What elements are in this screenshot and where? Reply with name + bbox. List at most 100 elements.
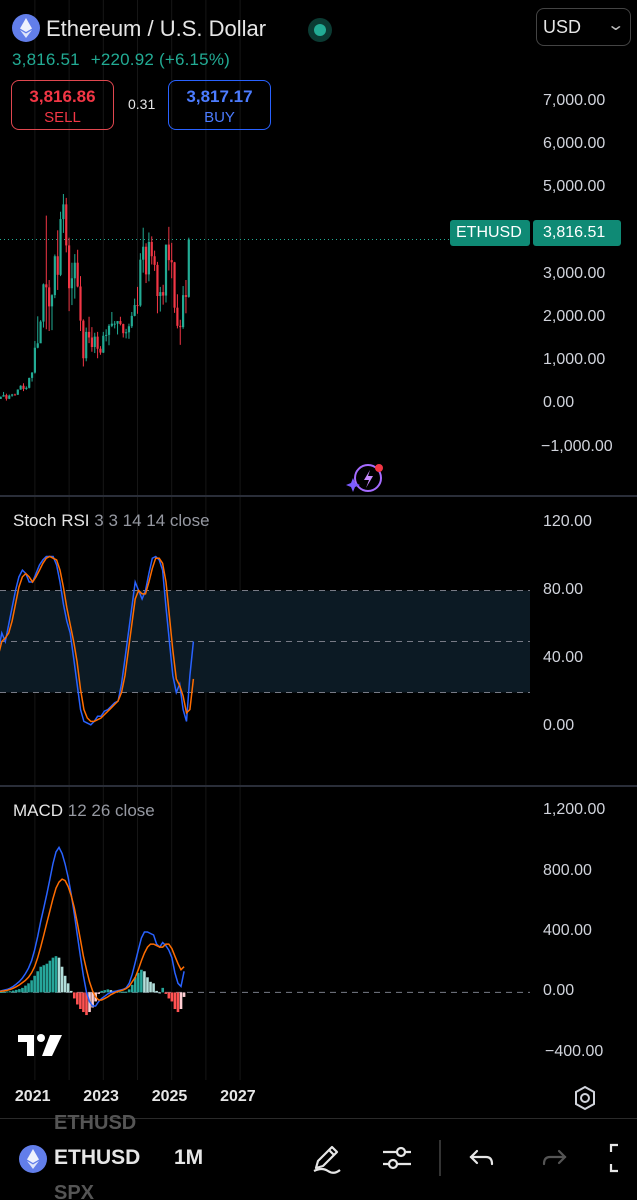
candle: [170, 242, 173, 279]
candle-body: [179, 325, 182, 328]
candle-body: [167, 244, 170, 261]
macd-histogram-bar: [161, 987, 165, 993]
macd-params: 12 26 close: [67, 801, 155, 820]
candle-body: [87, 331, 91, 338]
symbol-title[interactable]: Ethereum / U.S. Dollar: [46, 16, 267, 41]
stoch-rsi-legend[interactable]: Stoch RSI 3 3 14 14 close: [13, 511, 210, 531]
settings-gear-icon[interactable]: [571, 1084, 599, 1112]
macd-histogram-bar: [69, 990, 73, 993]
undo-icon[interactable]: [464, 1140, 500, 1176]
candle-body: [107, 325, 111, 335]
candle-body: [116, 321, 119, 324]
candle: [85, 327, 88, 362]
macd-tick-label: 0.00: [543, 982, 575, 1000]
candle-body: [187, 239, 190, 297]
tradingview-logo-icon[interactable]: [16, 1030, 66, 1060]
macd-histogram-bar: [82, 992, 85, 1013]
candle: [130, 311, 133, 328]
candle: [45, 215, 48, 330]
drawing-pencil-icon[interactable]: [308, 1140, 344, 1176]
candle-body: [53, 256, 56, 296]
candle-body: [184, 295, 188, 297]
spread-value: 0.31: [128, 96, 156, 112]
candle-body: [164, 244, 168, 296]
currency-select[interactable]: USD ⌄: [536, 8, 631, 46]
macd-tick-label: −400.00: [545, 1042, 604, 1060]
price-tick-label: 5,000.00: [543, 178, 606, 196]
macd-histogram-bar: [176, 992, 180, 1013]
candle: [25, 386, 28, 390]
symbol-selector[interactable]: ETHUSD: [54, 1146, 141, 1169]
macd-histogram-bar: [0, 991, 3, 993]
macd-legend[interactable]: MACD 12 26 close: [13, 801, 155, 821]
fullscreen-icon[interactable]: [604, 1140, 637, 1176]
stoch-d-line: [0, 555, 195, 723]
macd-name: MACD: [13, 801, 64, 820]
candle: [102, 331, 105, 354]
candle: [119, 316, 122, 326]
candle: [156, 261, 159, 314]
macd-histogram-bar: [100, 990, 104, 993]
candle: [150, 236, 153, 265]
candle: [136, 286, 139, 314]
macd-histogram-bar: [24, 985, 27, 993]
candle-body: [122, 324, 125, 334]
macd-histogram-bar: [149, 981, 152, 993]
indicator-settings-icon[interactable]: [379, 1140, 415, 1176]
candle: [62, 193, 65, 233]
candle-body: [11, 394, 14, 396]
market-status-icon[interactable]: [308, 18, 332, 42]
candle: [33, 340, 36, 374]
symbol-eth-icon[interactable]: [18, 1144, 48, 1174]
price-tick-label: 3,000.00: [543, 264, 606, 282]
time-tick-label: 2023: [83, 1088, 119, 1105]
candle-body: [19, 385, 22, 390]
macd-histogram-bar: [118, 991, 122, 993]
candle: [76, 249, 79, 288]
macd-histogram-bar: [109, 990, 113, 993]
macd-histogram-bar: [124, 991, 128, 993]
candle: [99, 346, 102, 355]
candle-body: [45, 284, 48, 288]
macd-histogram-bar: [79, 992, 82, 1010]
sell-price: 3,816.86: [29, 87, 96, 106]
redo-icon[interactable]: [536, 1140, 572, 1176]
candle: [70, 262, 74, 306]
chevron-down-icon: ⌄: [605, 17, 625, 34]
candle: [133, 298, 136, 317]
price-tick-label: 0.00: [543, 394, 575, 412]
assistant-sparkle-icon[interactable]: [346, 462, 384, 496]
candle-body: [68, 245, 71, 289]
macd-tick-label: 800.00: [543, 861, 592, 879]
candle-body: [73, 262, 76, 279]
interval-selector[interactable]: 1M: [174, 1146, 204, 1169]
candle: [30, 372, 34, 382]
candle-body: [119, 321, 122, 325]
candle-body: [90, 337, 93, 348]
candle-body: [5, 395, 8, 399]
macd-histogram-bar: [173, 992, 177, 1010]
buy-button[interactable]: 3,817.17 BUY: [168, 80, 271, 130]
candle-body: [125, 332, 128, 334]
candle: [53, 254, 56, 299]
candle-body: [16, 389, 19, 395]
candle-body: [62, 204, 65, 220]
candle: [176, 294, 179, 329]
candle-body: [33, 347, 36, 373]
stoch-tick-label: 0.00: [543, 716, 575, 734]
candle: [5, 393, 8, 401]
candle: [56, 230, 59, 290]
sell-button[interactable]: 3,816.86 SELL: [11, 80, 114, 130]
symbol-ghost-above: ETHUSD: [54, 1112, 137, 1134]
candle: [11, 393, 14, 397]
candle-body: [156, 264, 159, 297]
candle: [144, 243, 148, 284]
macd-histogram-bar: [85, 992, 88, 1016]
candle: [110, 311, 113, 328]
candle-body: [39, 321, 42, 344]
candle: [159, 286, 162, 312]
candle-body: [113, 323, 116, 325]
candle-body: [70, 278, 74, 289]
candle-body: [176, 307, 179, 326]
